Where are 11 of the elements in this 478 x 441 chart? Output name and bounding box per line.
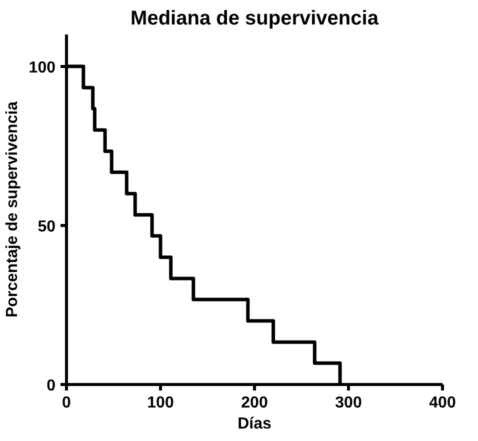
y-axis-title: Porcentaje de supervivencia: [4, 101, 21, 318]
y-tick-label: 100: [28, 59, 56, 76]
x-axis-title: Días: [238, 416, 272, 432]
x-tick-label: 300: [335, 394, 362, 412]
y-tick-label: 0: [46, 378, 56, 394]
x-tick-label: 200: [241, 394, 268, 412]
chart-title: Mediana de supervivencia: [130, 8, 380, 30]
x-tick-label: 100: [147, 394, 174, 412]
x-tick-label: 0: [62, 394, 72, 412]
x-tick-label: 400: [429, 394, 456, 412]
y-tick-label: 50: [38, 218, 56, 236]
